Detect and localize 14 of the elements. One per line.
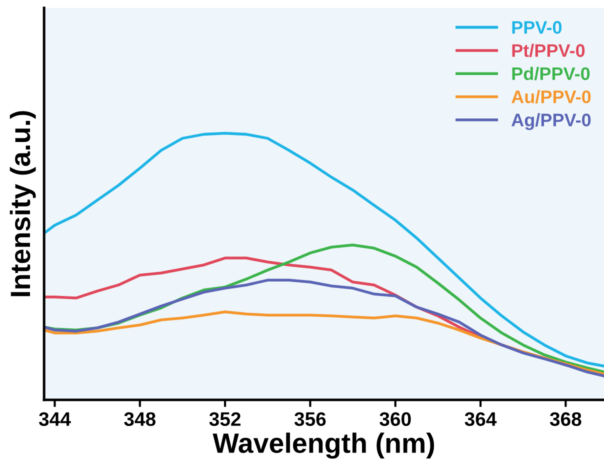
x-tick-label: 352 — [209, 412, 240, 426]
x-tick-label: 360 — [380, 412, 411, 426]
x-tick-label: 364 — [464, 412, 497, 426]
legend-label: Pt/PPV-0 — [512, 44, 585, 58]
x-tick-label: 368 — [550, 412, 582, 426]
legend-label: Pd/PPV-0 — [512, 66, 590, 80]
x-tick-label: 356 — [294, 412, 326, 426]
x-tick-label: 348 — [124, 412, 156, 426]
y-axis-title: Intensity (a.u.) — [10, 111, 36, 296]
x-axis-title: Wavelength (nm) — [212, 432, 434, 459]
x-tick-label: 344 — [38, 412, 71, 426]
legend-label: Au/PPV-0 — [512, 90, 591, 104]
legend-label: PPV-0 — [512, 21, 562, 34]
legend-label: Ag/PPV-0 — [512, 113, 591, 130]
